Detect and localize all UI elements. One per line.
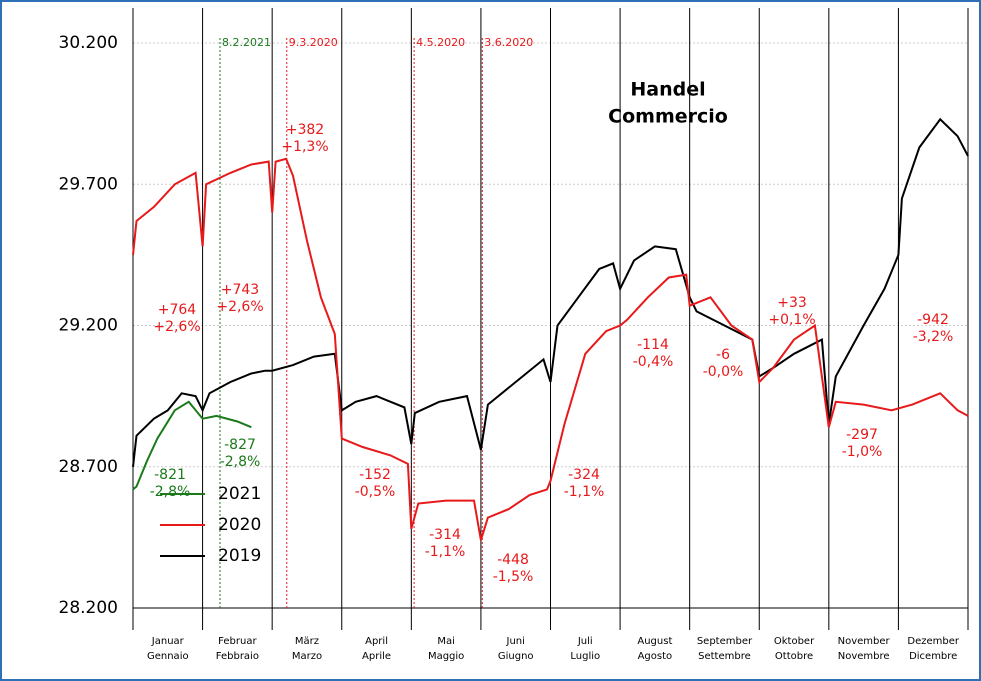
event-label: 9.3.2020 bbox=[289, 36, 338, 49]
change-label: -942 -3,2% bbox=[913, 312, 954, 345]
x-tick-label-2: Settembre bbox=[698, 651, 751, 662]
x-tick-label: Juli bbox=[577, 636, 593, 647]
x-tick-label: Juni bbox=[506, 636, 525, 647]
y-tick-label: 28.200 bbox=[59, 598, 118, 618]
change-label-line: -3,2% bbox=[913, 329, 954, 345]
x-tick-label-2: Luglio bbox=[570, 651, 600, 662]
change-label-line: -6 bbox=[716, 347, 730, 363]
legend-label: 2019 bbox=[218, 546, 261, 566]
change-label-line: -1,0% bbox=[842, 444, 883, 460]
x-tick-label: Februar bbox=[218, 636, 257, 647]
x-tick-label-2: Agosto bbox=[638, 651, 673, 662]
change-label-line: -821 bbox=[154, 467, 186, 483]
change-label-line: -0,4% bbox=[633, 354, 674, 370]
change-label: -6 -0,0% bbox=[703, 347, 744, 380]
event-label: 4.5.2020 bbox=[416, 36, 465, 49]
change-label: +33 +0,1% bbox=[768, 295, 815, 328]
x-tick-label: August bbox=[637, 636, 672, 647]
change-label-line: -1,1% bbox=[425, 544, 466, 560]
event-label: 3.6.2020 bbox=[484, 36, 533, 49]
change-label-line: +382 bbox=[286, 122, 324, 138]
x-tick-label-2: Giugno bbox=[498, 651, 534, 662]
change-label-line: -1,5% bbox=[493, 569, 534, 585]
y-tick-label: 29.200 bbox=[59, 316, 118, 336]
x-tick-label: November bbox=[838, 636, 891, 647]
y-tick-label: 29.700 bbox=[59, 174, 118, 194]
x-tick-label-2: Febbraio bbox=[216, 651, 259, 662]
series-line bbox=[132, 157, 969, 541]
x-tick-label: April bbox=[365, 636, 388, 647]
change-label-line: -314 bbox=[429, 527, 461, 543]
change-label-line: -114 bbox=[637, 337, 669, 353]
x-tick-label: September bbox=[697, 636, 753, 647]
change-label: -324 -1,1% bbox=[564, 467, 605, 500]
change-label-line: -942 bbox=[917, 312, 949, 328]
change-label-line: -0,5% bbox=[355, 484, 396, 500]
change-label-line: -827 bbox=[224, 437, 256, 453]
change-label-line: +764 bbox=[158, 302, 197, 318]
x-tick-label: Oktober bbox=[774, 636, 815, 647]
change-label: +764 +2,6% bbox=[153, 302, 200, 335]
x-tick-label: Januar bbox=[151, 636, 185, 647]
change-label-line: +0,1% bbox=[768, 312, 815, 328]
change-label-line: -448 bbox=[497, 552, 529, 568]
change-label-line: +743 bbox=[221, 282, 259, 298]
change-label: -152 -0,5% bbox=[355, 467, 396, 500]
x-tick-label: März bbox=[295, 636, 319, 647]
change-label: -448 -1,5% bbox=[493, 552, 534, 585]
legend-label: 2021 bbox=[218, 484, 261, 504]
change-label-line: +2,6% bbox=[216, 299, 263, 315]
change-label-line: -1,1% bbox=[564, 484, 605, 500]
change-label: -297 -1,0% bbox=[842, 427, 883, 460]
x-tick-label-2: Gennaio bbox=[147, 651, 189, 662]
change-label: -314 -1,1% bbox=[425, 527, 466, 560]
x-tick-label: Mai bbox=[437, 636, 455, 647]
x-tick-label-2: Maggio bbox=[428, 651, 464, 662]
heading-2: Commercio bbox=[608, 106, 728, 128]
y-tick-label: 28.700 bbox=[59, 457, 118, 477]
change-label-line: -324 bbox=[568, 467, 600, 483]
change-label-line: -2,8% bbox=[220, 454, 261, 470]
x-tick-label-2: Novembre bbox=[838, 651, 890, 662]
series-line bbox=[132, 400, 252, 491]
change-label-line: -297 bbox=[846, 427, 878, 443]
change-label-line: -2,8% bbox=[150, 484, 191, 500]
x-tick-label: Dezember bbox=[907, 636, 959, 647]
change-label-line: -0,0% bbox=[703, 364, 744, 380]
y-tick-label: 30.200 bbox=[59, 33, 118, 53]
change-label-line: +33 bbox=[777, 295, 807, 311]
change-label: +382 +1,3% bbox=[281, 122, 328, 155]
change-label: -114 -0,4% bbox=[633, 337, 674, 370]
change-label: -827 -2,8% bbox=[220, 437, 261, 470]
x-tick-label-2: Dicembre bbox=[909, 651, 957, 662]
legend-label: 2020 bbox=[218, 515, 261, 535]
change-label-line: -152 bbox=[359, 467, 391, 483]
series-line bbox=[132, 117, 969, 467]
x-tick-label-2: Aprile bbox=[362, 651, 391, 662]
x-tick-label-2: Ottobre bbox=[775, 651, 813, 662]
change-label: +743 +2,6% bbox=[216, 282, 263, 315]
heading: Handel bbox=[630, 79, 705, 101]
change-label-line: +2,6% bbox=[153, 319, 200, 335]
change-label-line: +1,3% bbox=[281, 139, 328, 155]
event-label: 8.2.2021 bbox=[222, 36, 271, 49]
change-label: -821 -2,8% bbox=[150, 467, 191, 500]
x-tick-label-2: Marzo bbox=[292, 651, 322, 662]
